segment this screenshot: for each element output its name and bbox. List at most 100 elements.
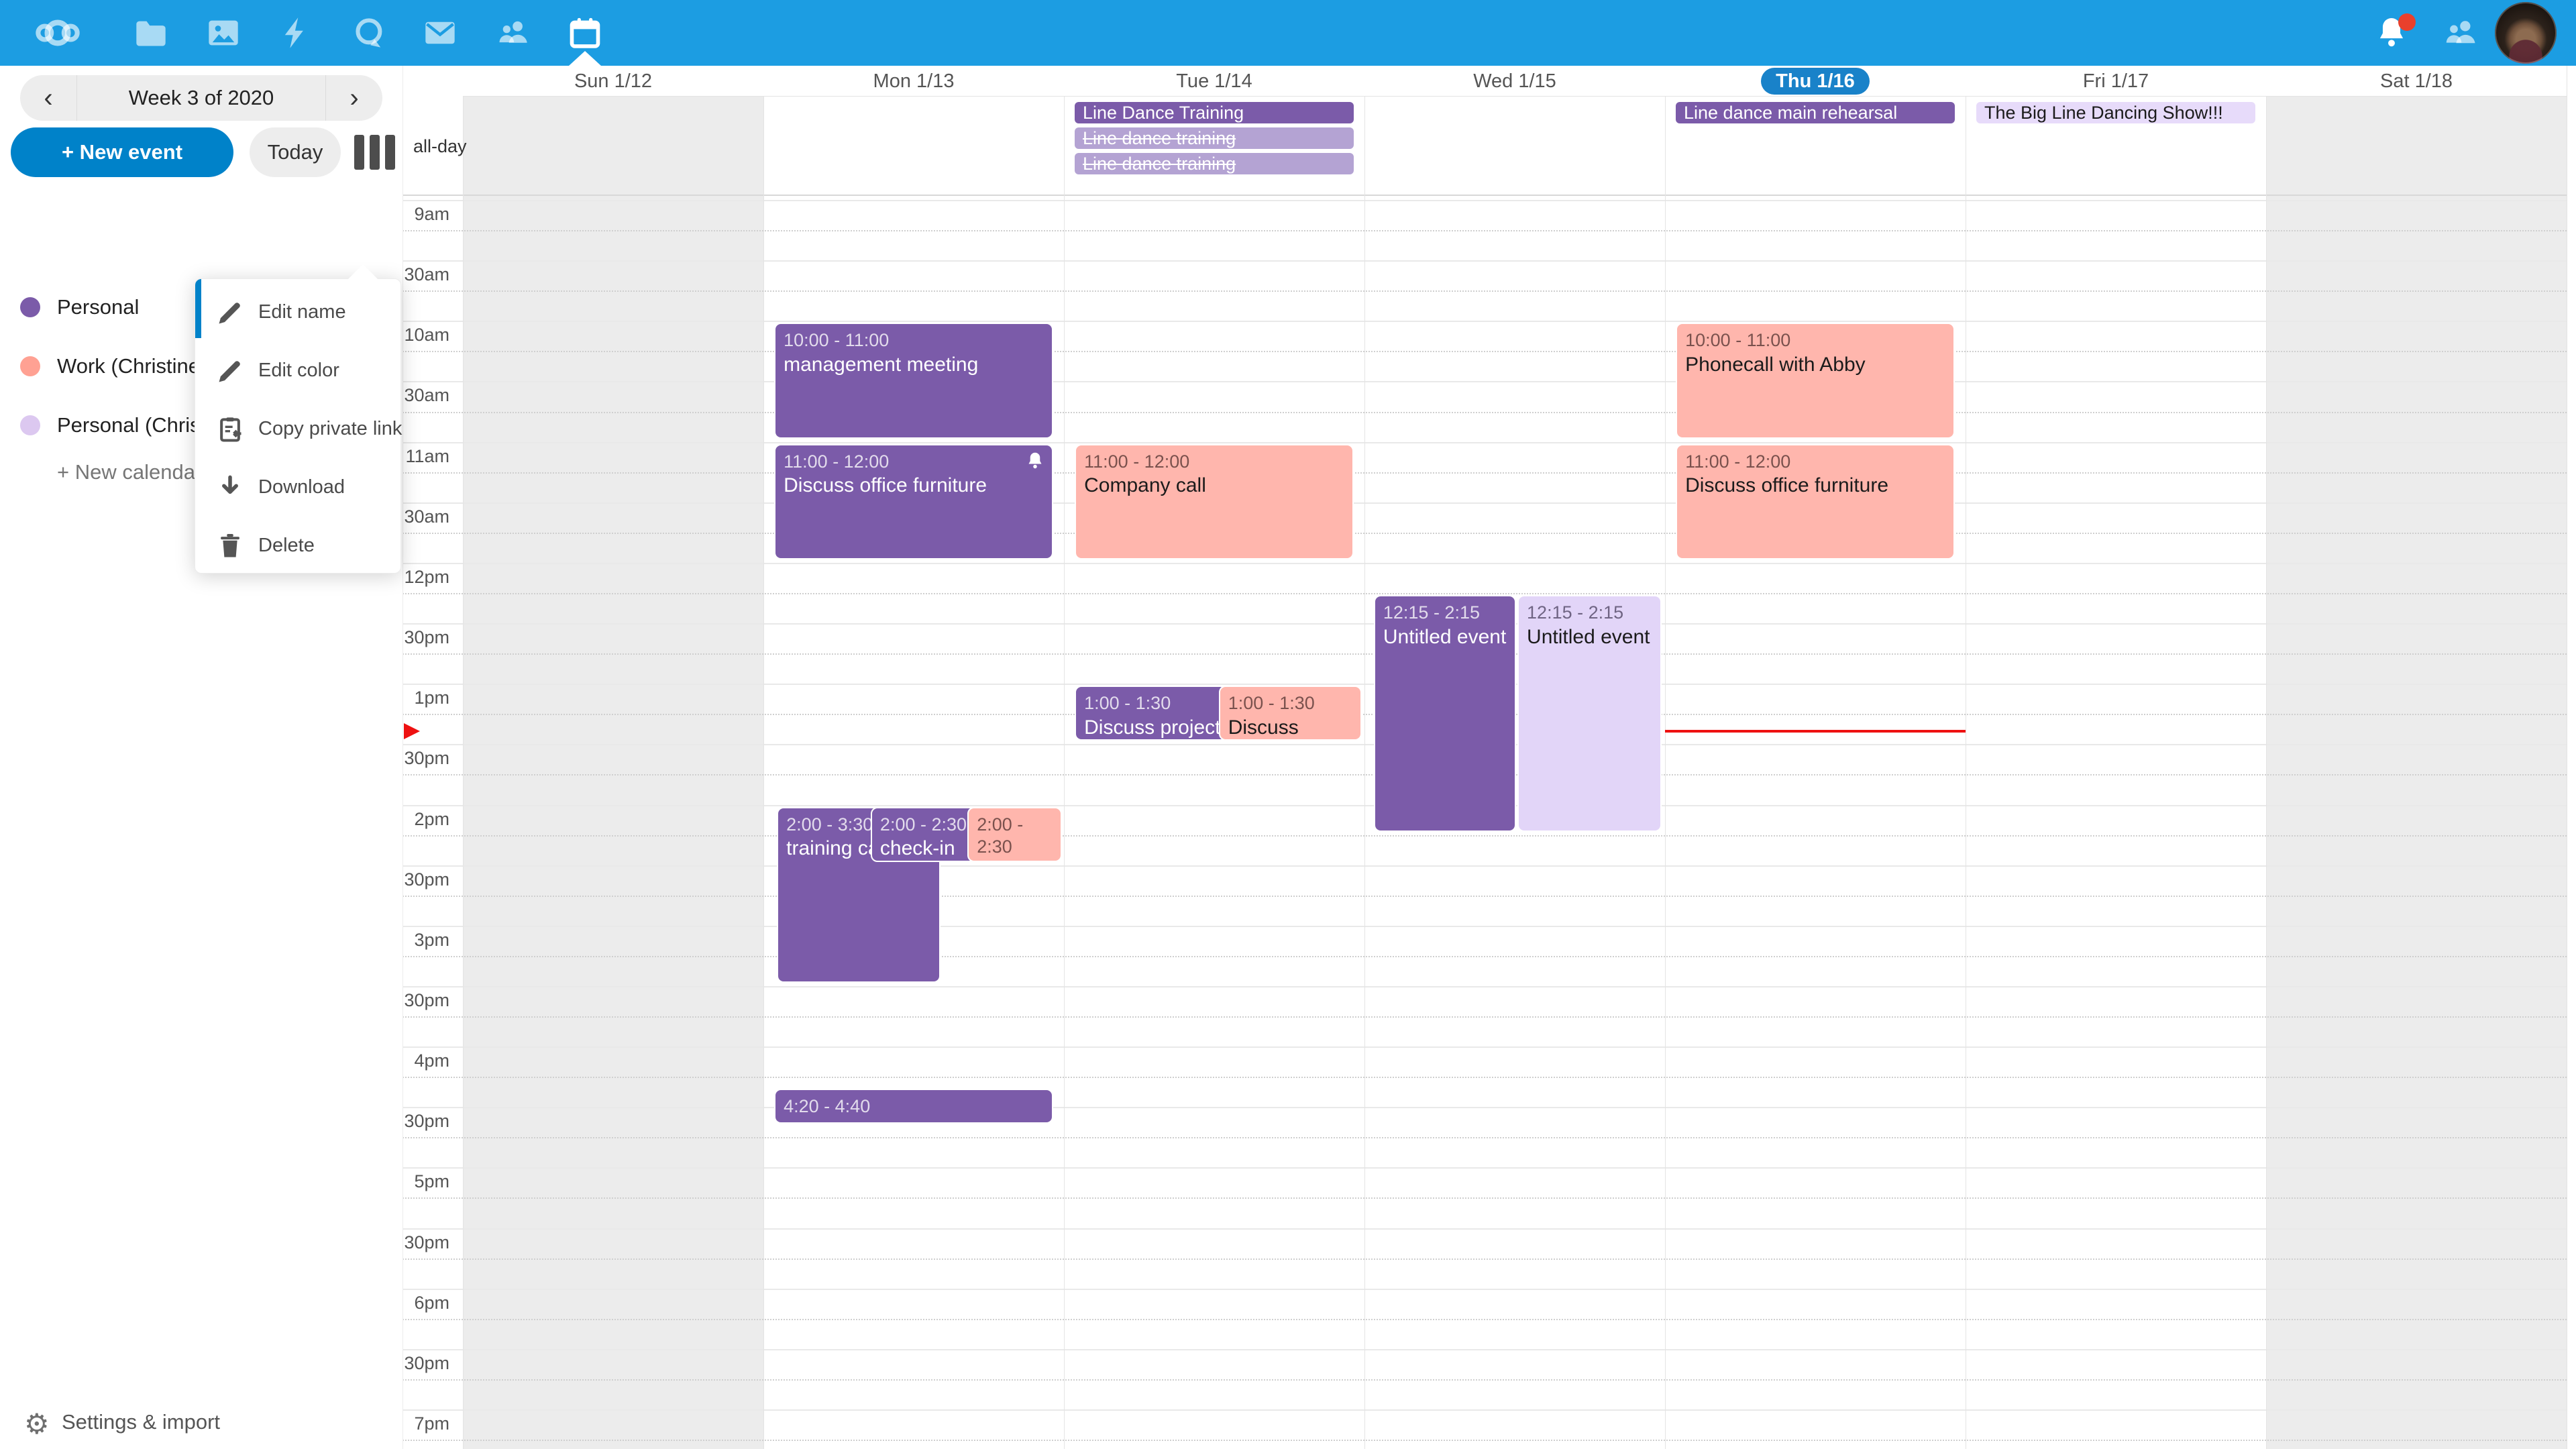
menu-item-download[interactable]: Download xyxy=(195,458,400,517)
event-time: 2:00 - 3:30 xyxy=(786,814,873,835)
slot-line xyxy=(402,1046,2567,1049)
slot-line xyxy=(402,381,2567,383)
pencil-icon xyxy=(215,298,245,327)
event-discuss-office-furniture[interactable]: 11:00 - 12:00 Discuss office furniture xyxy=(1676,443,1955,559)
event-phonecall-with-abby[interactable]: 10:00 - 11:00 Phonecall with Abby xyxy=(1676,323,1955,439)
popover-tail xyxy=(347,264,378,280)
event-title: Untitled event xyxy=(1527,625,1650,648)
slot-line xyxy=(402,1258,2567,1260)
mail-icon[interactable] xyxy=(407,0,474,66)
slot-line xyxy=(402,1409,2567,1411)
today-button[interactable]: Today xyxy=(250,127,341,177)
day-header-mon[interactable]: Mon 1/13 xyxy=(873,70,955,92)
event-discuss-office-furniture[interactable]: 11:00 - 12:00 Discuss office furniture xyxy=(774,443,1053,559)
calendar-icon[interactable] xyxy=(551,0,619,66)
contacts-menu-icon[interactable] xyxy=(2426,0,2493,66)
slot-line xyxy=(402,532,2567,534)
menu-item-delete[interactable]: Delete xyxy=(195,517,400,575)
column-border xyxy=(1364,97,1365,1449)
allday-event[interactable]: The Big Line Dancing Show!!! xyxy=(1976,102,2255,123)
calendar-name-label: Personal (Christi xyxy=(57,413,211,437)
slot-line xyxy=(402,562,2567,564)
slot-line xyxy=(402,321,2567,323)
event-management-meeting[interactable]: 10:00 - 11:00 management meeting xyxy=(774,323,1053,439)
reminder-bell-icon xyxy=(1025,451,1045,471)
allday-event[interactable]: Line dance training xyxy=(1075,127,1354,149)
menu-item-edit-color[interactable]: Edit color xyxy=(195,341,400,400)
scrollbar-gutter[interactable] xyxy=(2567,66,2576,1449)
menu-item-label: Edit name xyxy=(258,301,346,323)
slot-line xyxy=(402,1228,2567,1230)
week-range-label[interactable]: Week 3 of 2020 xyxy=(76,75,326,121)
previous-week-button[interactable]: ‹ xyxy=(44,83,53,113)
slot-line xyxy=(402,1077,2567,1079)
day-header-sun[interactable]: Sun 1/12 xyxy=(574,70,653,92)
event-title: Discuss project announcement xyxy=(1084,716,1230,739)
settings-and-import-button[interactable]: ⚙ Settings & import xyxy=(0,1399,402,1449)
slot-line xyxy=(402,1197,2567,1199)
notifications-bell-icon[interactable] xyxy=(2358,0,2425,66)
slot-line xyxy=(402,200,2567,201)
column-border xyxy=(763,97,764,1449)
photos-icon[interactable] xyxy=(190,0,257,66)
menu-item-copy-private-link[interactable]: Copy private link xyxy=(195,400,402,458)
weekend-shading-column xyxy=(2266,97,2567,1449)
slot-line xyxy=(402,1107,2567,1109)
header-bottom-border xyxy=(463,96,2567,97)
slot-line xyxy=(402,1288,2567,1290)
event-untitled-event[interactable]: 12:15 - 2:15 Untitled event xyxy=(1517,594,1662,832)
menu-item-label: Download xyxy=(258,476,345,498)
slot-line xyxy=(402,1167,2567,1169)
day-header-fri[interactable]: Fri 1/17 xyxy=(2082,70,2149,92)
view-columns-toggle-icon[interactable] xyxy=(354,135,397,171)
activity-icon[interactable] xyxy=(262,0,329,66)
talk-icon[interactable] xyxy=(336,0,403,66)
user-avatar[interactable] xyxy=(2495,2,2557,64)
event-title: Phonecall with Abby xyxy=(1685,354,1866,376)
time-axis-label: 6pm xyxy=(409,1291,455,1315)
contacts-icon[interactable] xyxy=(479,0,546,66)
day-header-tue[interactable]: Tue 1/14 xyxy=(1176,70,1252,92)
slot-line xyxy=(402,502,2567,504)
new-calendar-button[interactable]: + New calendar xyxy=(57,460,203,484)
gear-icon: ⚙ xyxy=(24,1408,50,1440)
day-header-wed[interactable]: Wed 1/15 xyxy=(1473,70,1556,92)
slot-line xyxy=(402,230,2567,232)
next-week-button[interactable]: › xyxy=(350,83,359,113)
nextcloud-logo[interactable] xyxy=(24,0,91,66)
time-axis-label: 9am xyxy=(409,203,455,226)
day-header-sat[interactable]: Sat 1/18 xyxy=(2379,70,2453,92)
week-navigation: ‹ Week 3 of 2020 › xyxy=(20,75,382,121)
slot-line xyxy=(402,955,2567,957)
event-title: purchasing dept conversation xyxy=(784,1118,1046,1122)
new-event-button[interactable]: + New event xyxy=(11,127,233,177)
event-time: 12:15 - 2:15 xyxy=(1527,602,1624,623)
calendar-list-item[interactable]: Personal (Christi xyxy=(0,396,402,455)
event-time: 4:20 - 4:40 xyxy=(784,1096,871,1117)
event-purchasing-dept-conversation[interactable]: 4:20 - 4:40purchasing dept conversation xyxy=(774,1089,1053,1124)
time-axis-label: 4pm xyxy=(409,1049,455,1073)
slot-line xyxy=(402,895,2567,897)
event-title: check-in xyxy=(879,837,955,860)
calendar-list-item[interactable]: Work (Christine S xyxy=(0,337,402,396)
menu-item-label: Delete xyxy=(258,535,315,556)
allday-event[interactable]: Line dance training xyxy=(1075,153,1354,174)
settings-label: Settings & import xyxy=(62,1410,221,1434)
time-axis-label: 2pm xyxy=(409,807,455,831)
files-icon[interactable] xyxy=(117,0,184,66)
time-axis-label: 11am xyxy=(400,444,455,468)
event-untitled-event[interactable]: 12:15 - 2:15 Untitled event xyxy=(1373,594,1516,832)
event-company-call[interactable]: 11:00 - 12:00 Company call xyxy=(1075,443,1354,559)
allday-gutter-label: all-day xyxy=(413,136,467,156)
menu-item-edit-name[interactable]: Edit name xyxy=(195,283,400,341)
allday-event[interactable]: Line dance main rehearsal xyxy=(1676,102,1955,123)
day-header-thu[interactable]: Thu 1/16 xyxy=(1665,66,1966,97)
event-title: Discuss project announcement xyxy=(1228,716,1299,739)
allday-event[interactable]: Line Dance Training xyxy=(1075,102,1354,123)
event-time: 12:15 - 2:15 xyxy=(1383,602,1480,623)
